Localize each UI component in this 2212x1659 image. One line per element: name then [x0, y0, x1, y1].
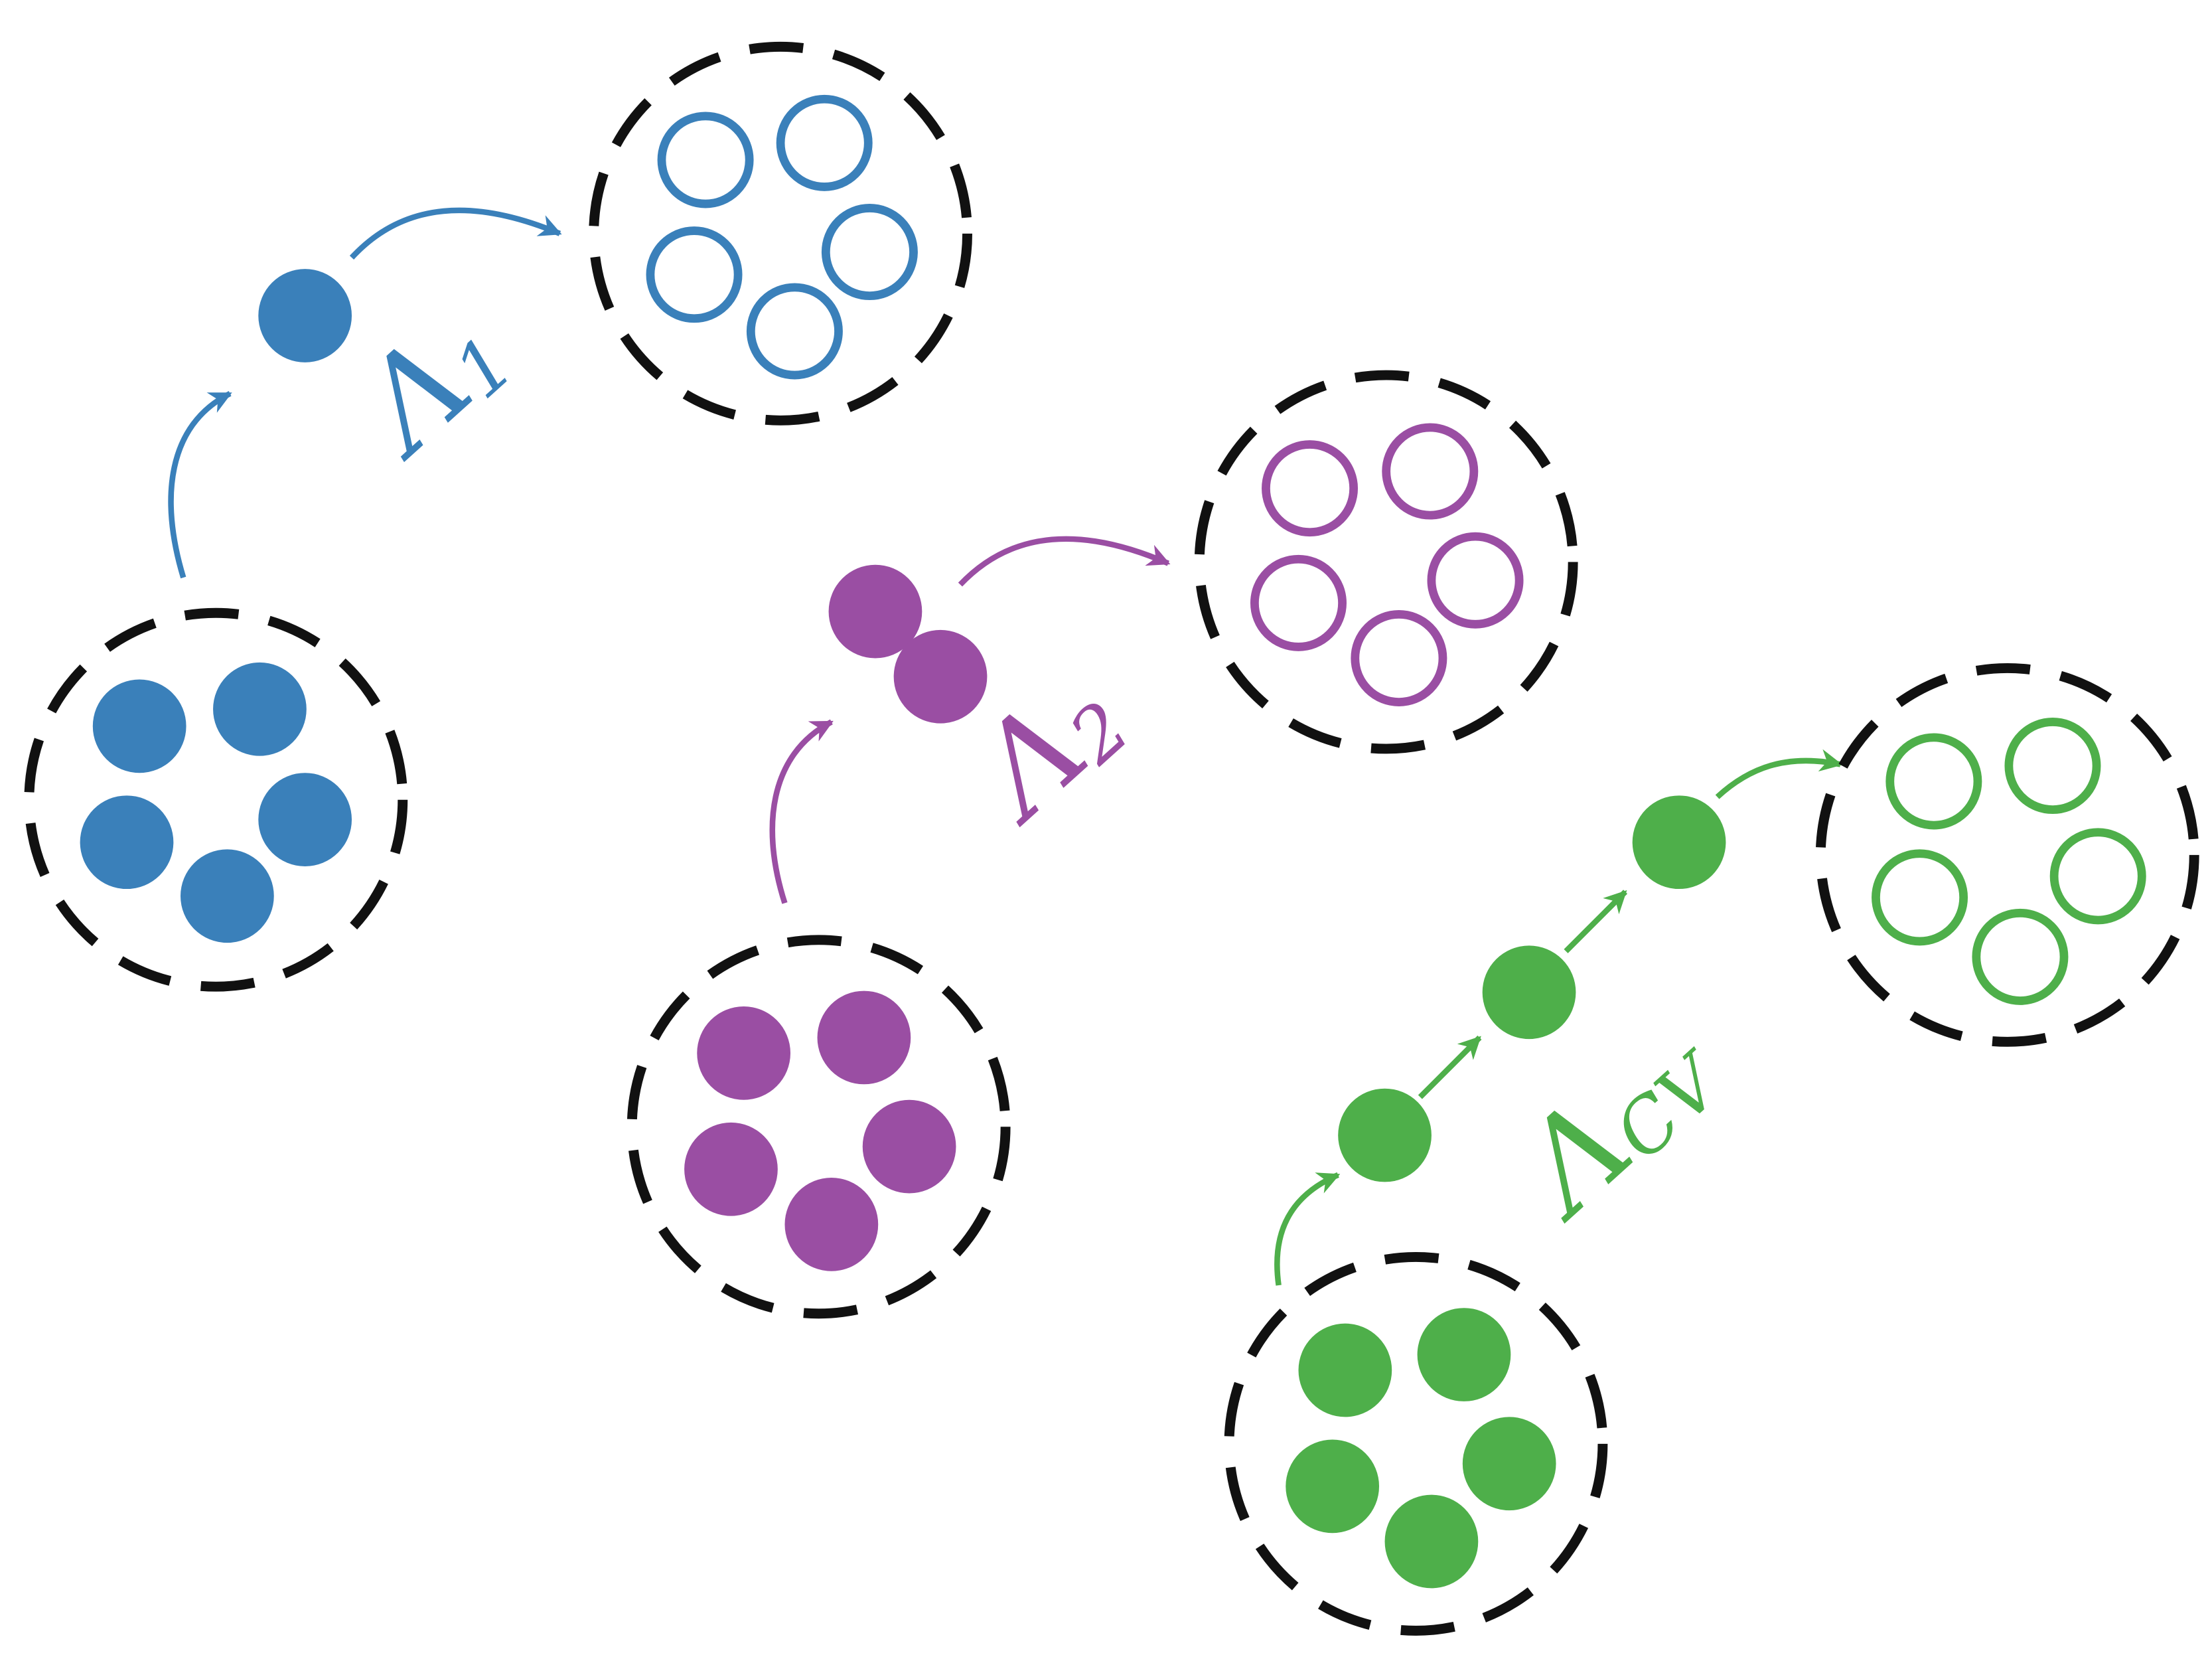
- intermediate-particle: [258, 269, 352, 362]
- target-cluster-blue: [589, 41, 973, 426]
- filled-particle: [1462, 1417, 1556, 1511]
- empty-particle: [2049, 828, 2146, 925]
- empty-particle: [1427, 532, 1524, 629]
- arrow-chain-green: [1564, 890, 1628, 953]
- intermediate-particle: [1482, 945, 1576, 1040]
- cluster-boundary: [1194, 370, 1578, 754]
- cluster-boundary: [589, 41, 973, 426]
- arrow-right-purple: [958, 536, 1171, 587]
- arrow-right-blue: [349, 207, 562, 260]
- filled-particle: [817, 990, 911, 1085]
- filled-particle: [181, 849, 274, 943]
- filled-particle: [92, 679, 186, 773]
- arrow-up-purple: [769, 719, 834, 904]
- label-blue: Λ1: [327, 279, 533, 485]
- filled-particle: [697, 1006, 791, 1100]
- empty-particle: [776, 94, 873, 191]
- intermediate-particle: [1338, 1088, 1432, 1182]
- filled-particle: [1286, 1439, 1380, 1534]
- arrow-chain-green: [1418, 1035, 1482, 1099]
- filled-particle: [80, 795, 174, 890]
- source-cluster-blue: [24, 607, 408, 992]
- filled-particle: [1298, 1323, 1392, 1417]
- cluster-boundary: [1224, 1251, 1608, 1636]
- empty-particle: [1250, 554, 1347, 651]
- target-cluster-purple: [1194, 370, 1578, 754]
- arrow-right-green: [1715, 749, 1843, 799]
- filled-particle: [1417, 1308, 1511, 1401]
- intermediate-particle: [1632, 795, 1726, 890]
- arrow-up-blue: [168, 390, 232, 579]
- target-cluster-green: [1815, 663, 2199, 1047]
- empty-particle: [2004, 718, 2101, 815]
- source-cluster-purple: [627, 935, 1011, 1319]
- empty-particle: [821, 204, 918, 301]
- source-cluster-green: [1224, 1251, 1608, 1636]
- intermediate-dimer: [828, 564, 988, 724]
- cluster-boundary: [627, 935, 1011, 1319]
- empty-particle: [657, 112, 754, 208]
- pathway-blue: Λ1: [24, 41, 973, 992]
- cluster-boundary: [1815, 663, 2199, 1047]
- filled-particle: [213, 662, 307, 756]
- filled-particle: [862, 1099, 956, 1194]
- empty-particle: [646, 226, 743, 323]
- empty-particle: [1351, 610, 1447, 706]
- empty-particle: [746, 283, 843, 380]
- empty-particle: [1885, 733, 1982, 830]
- empty-particle: [1382, 423, 1479, 520]
- empty-particle: [1972, 908, 2069, 1005]
- filled-particle: [1384, 1494, 1479, 1589]
- filled-particle: [784, 1178, 879, 1271]
- filled-particle: [684, 1122, 778, 1216]
- intermediate-particle: [828, 564, 922, 659]
- pathway-purple: Λ2: [627, 370, 1578, 1319]
- arrow-up-green: [1274, 1172, 1341, 1286]
- empty-particle: [1262, 440, 1359, 537]
- empty-particle: [1872, 849, 1968, 946]
- cluster-boundary: [24, 607, 408, 992]
- filled-particle: [258, 773, 352, 866]
- pathway-green: ΛCV: [1224, 663, 2199, 1636]
- intermediate-particle: [893, 629, 988, 724]
